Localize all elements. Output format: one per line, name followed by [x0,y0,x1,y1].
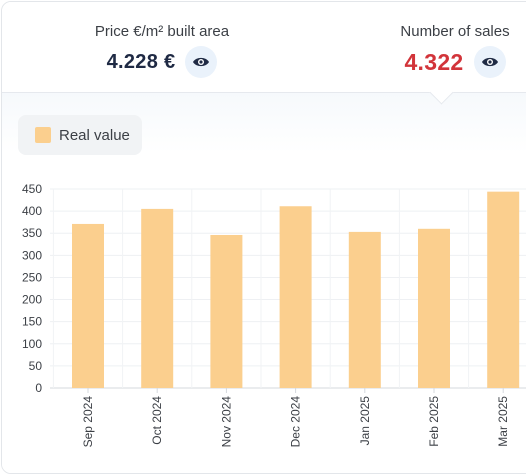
bar [279,206,312,388]
x-tick-label: Oct 2024 [150,396,164,445]
bar [418,228,450,388]
y-tick-label: 100 [22,337,42,351]
y-tick-label: 450 [22,182,42,196]
eye-icon [193,57,210,67]
x-tick-label: Mar 2025 [496,396,510,447]
x-tick-label: Feb 2025 [427,396,441,447]
bar [348,231,381,388]
legend[interactable]: Real value [18,115,142,155]
price-value: 4.228 € [106,50,176,73]
bar [141,208,174,388]
bar [210,234,243,388]
x-tick-label: Dec 2024 [289,396,303,448]
x-tick-label: Sep 2024 [81,396,95,448]
bar [72,223,104,388]
y-tick-label: 300 [22,248,42,262]
y-tick-label: 350 [22,226,42,240]
price-view-button[interactable] [185,46,218,78]
y-tick-label: 250 [22,270,42,284]
y-tick-label: 200 [22,293,42,307]
metrics-header: Price €/m² built area 4.228 € Number of … [2,2,526,93]
sales-metric-tab[interactable]: Number of sales 4.322 [370,22,526,78]
y-tick-label: 50 [29,359,43,373]
price-label: Price €/m² built area [94,23,230,40]
sales-view-button[interactable] [473,46,506,78]
y-tick-label: 150 [22,315,42,329]
y-tick-label: 400 [22,204,42,218]
x-tick-label: Jan 2025 [358,396,372,446]
x-tick-label: Nov 2024 [219,396,233,448]
sales-label: Number of sales [400,23,510,40]
price-metric-tab[interactable]: Price €/m² built area 4.228 € [68,22,256,78]
legend-swatch [35,127,51,143]
eye-icon [481,57,498,67]
y-tick-label: 0 [35,381,42,395]
bar [487,191,520,388]
legend-label: Real value [59,126,130,144]
sales-value: 4.322 [404,48,464,75]
